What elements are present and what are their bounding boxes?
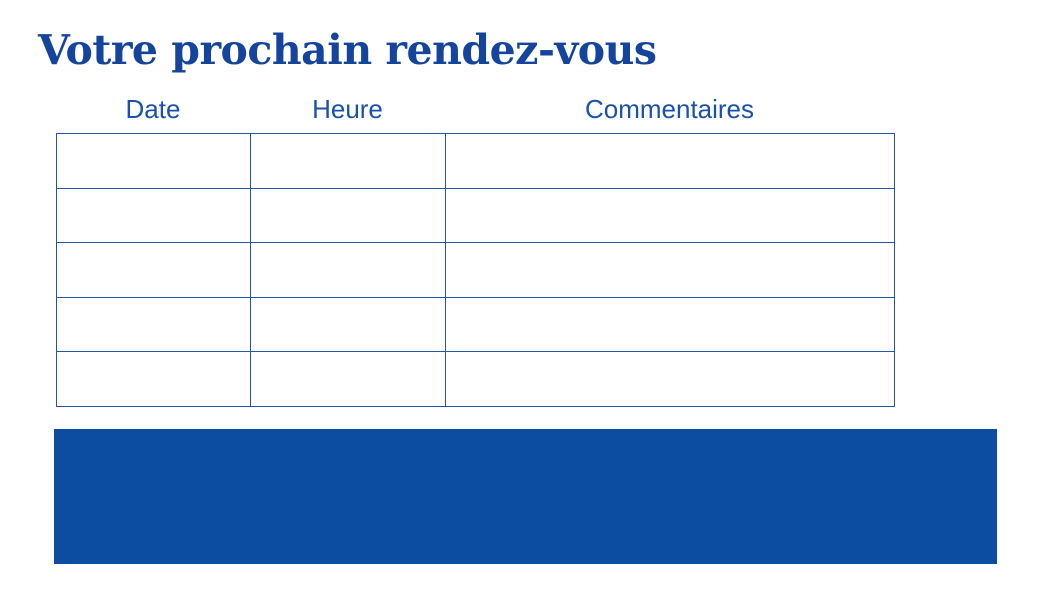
table-cell [445,242,895,298]
table-row [56,133,895,189]
table-row [56,242,895,298]
table-row [56,296,895,353]
table-cell [445,351,895,407]
column-header-date: Date [125,94,181,124]
table-row [56,351,895,407]
table-cell [56,133,251,189]
column-header-commentaires: Commentaires [584,94,755,124]
footer-blue-rectangle [54,429,997,564]
table-cell [250,187,446,244]
table-cell [250,133,446,189]
table-cell [250,351,446,407]
table-header-row: Date Heure Commentaires [56,94,894,125]
table-cell [445,187,895,244]
table-cell [250,242,446,298]
table-cell [56,242,251,298]
table-row [56,187,895,244]
table-cell [56,187,251,244]
column-header-heure: Heure [312,94,383,124]
table-cell [445,296,895,353]
appointments-table-body [56,133,895,407]
page-title: Votre prochain rendez-vous [38,26,657,74]
table-cell [445,133,895,189]
appointments-table [56,133,895,407]
table-cell [56,351,251,407]
table-cell [250,296,446,353]
table-cell [56,296,251,353]
